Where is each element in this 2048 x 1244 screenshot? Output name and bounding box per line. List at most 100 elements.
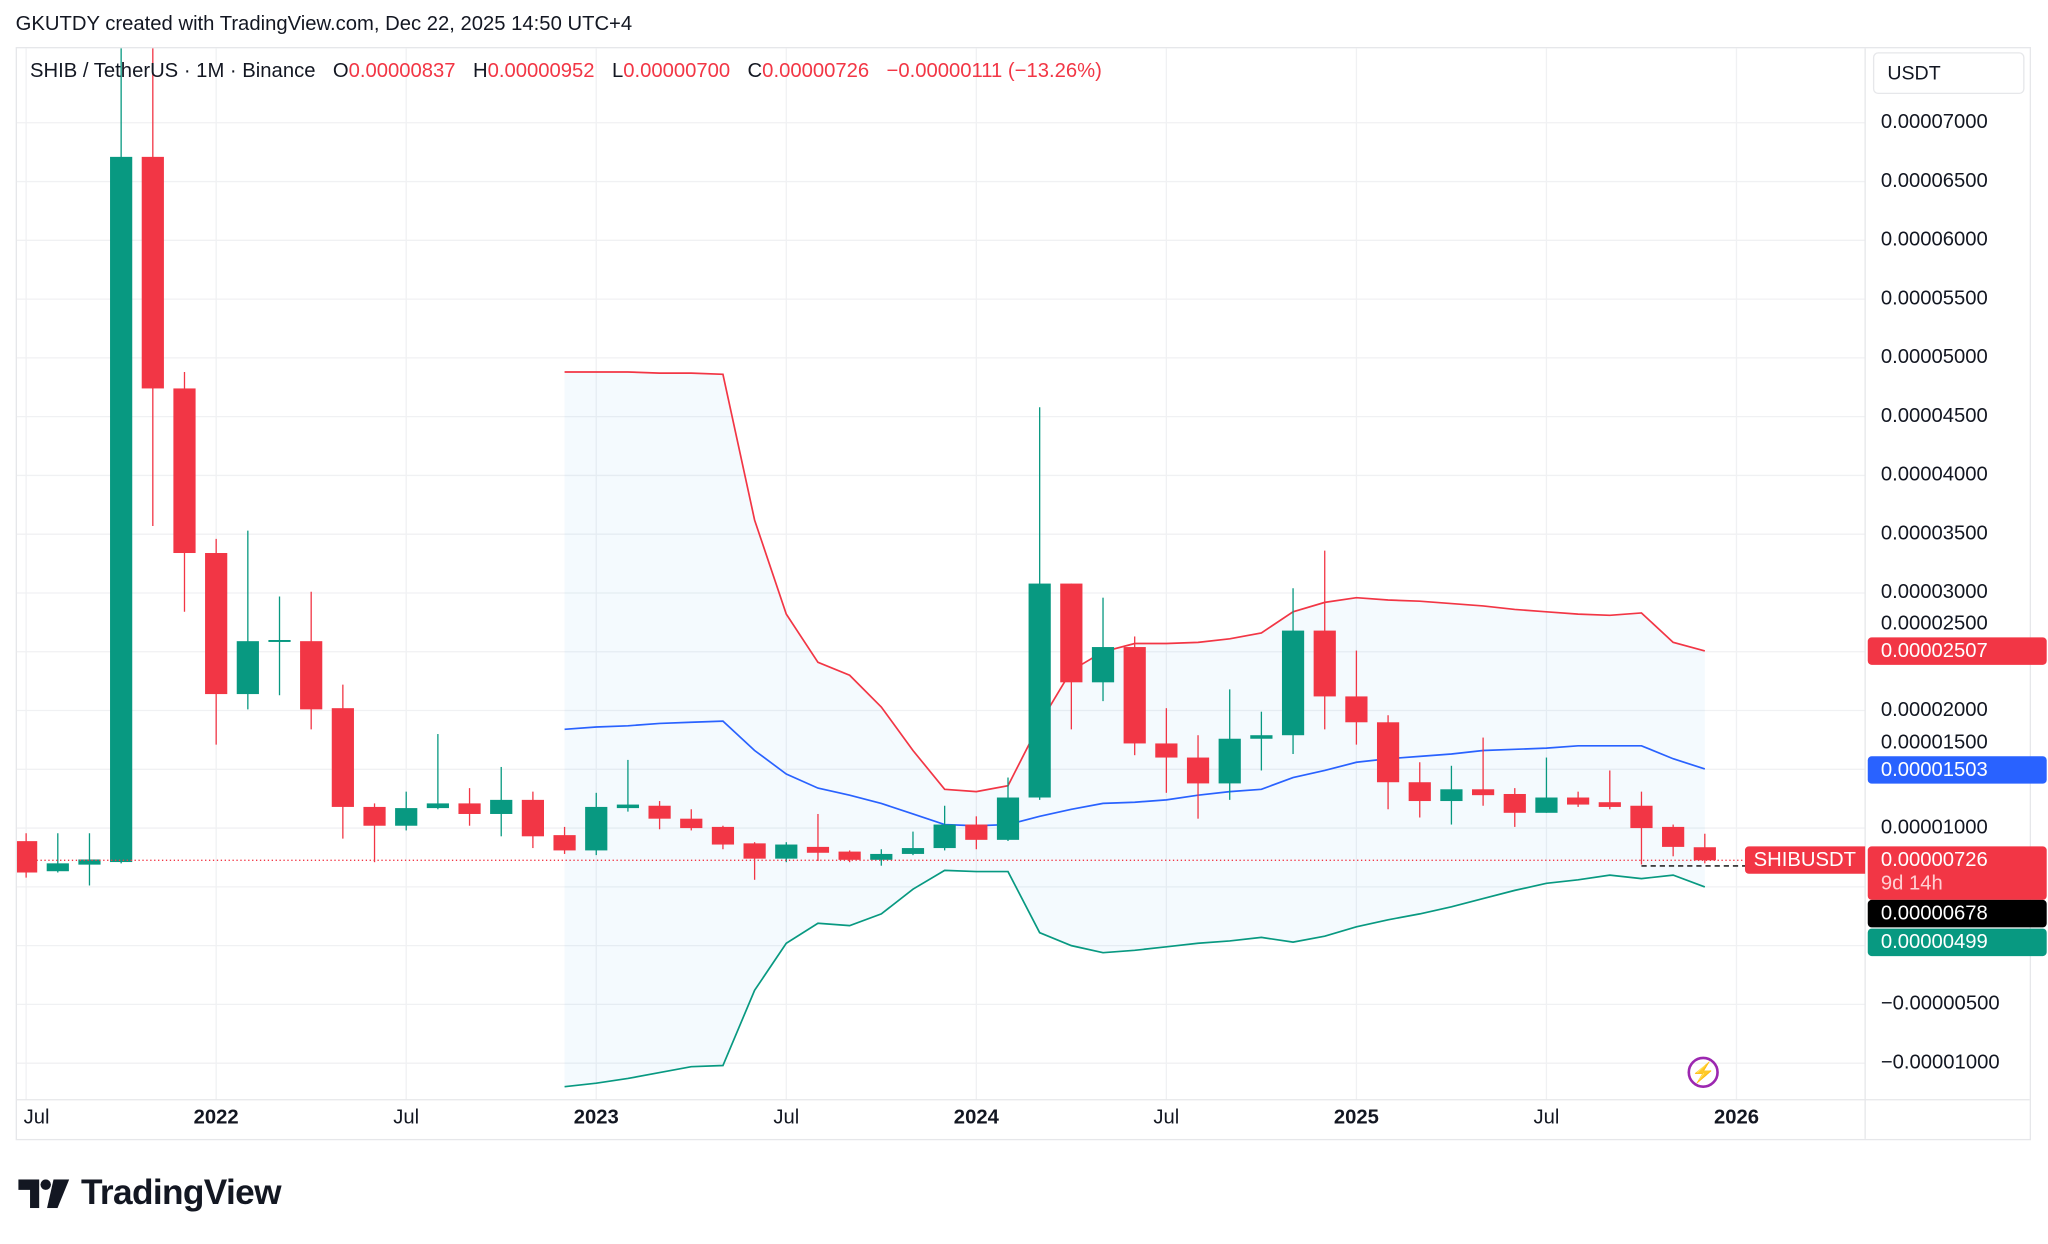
upper-band-label: 0.00002507 <box>1867 637 2047 665</box>
price-tick-label: 0.00004500 <box>1880 404 1988 428</box>
candle-body <box>1662 826 1685 847</box>
candle-body <box>1376 722 1400 783</box>
time-tick-label: 2024 <box>953 1106 999 1129</box>
candle <box>1598 770 1621 810</box>
candle-body <box>616 804 640 809</box>
currency-selector[interactable]: USDT <box>1872 52 2025 95</box>
candle-body <box>775 844 798 859</box>
candle-body <box>1028 583 1051 798</box>
price-tick-label: 0.00006500 <box>1880 169 1988 192</box>
time-tick-label: Jul <box>1153 1106 1180 1129</box>
legend-change: −0.00000111 (−13.26%) <box>886 60 1102 83</box>
candle-body <box>996 797 1020 840</box>
price-tick-label: 0.00003000 <box>1880 581 1988 604</box>
candle-body <box>1630 805 1653 829</box>
candle <box>838 850 861 863</box>
price-tick-label: 0.00002500 <box>1880 612 1988 635</box>
candles <box>16 48 1716 886</box>
candle-body <box>173 388 196 554</box>
legend-open: 0.00000837 <box>348 60 456 83</box>
dashed-level-label: 0.00000678 <box>1867 899 2047 928</box>
candle <box>870 849 893 866</box>
price-tick-label: 0.00001000 <box>1880 816 1988 839</box>
candle-body <box>711 826 735 845</box>
candle <box>806 813 830 861</box>
candle <box>173 371 196 612</box>
candle-body <box>1408 782 1431 802</box>
candle-body <box>490 799 513 814</box>
candle-body <box>458 803 481 814</box>
candle <box>110 48 133 864</box>
candle-body <box>300 641 323 710</box>
candle <box>236 530 259 710</box>
price-tick-label: 0.00007000 <box>1880 111 1988 134</box>
candle-body <box>648 805 671 819</box>
price-tick-label: −0.00000500 <box>1880 992 2000 1015</box>
candle <box>1630 791 1653 865</box>
candle-body <box>901 848 925 854</box>
candle-body <box>1186 757 1210 784</box>
candle <box>268 596 291 696</box>
candle-body <box>1218 738 1241 784</box>
candle-body <box>16 841 38 873</box>
candle-body <box>585 806 608 851</box>
candle-body <box>1091 647 1115 683</box>
time-tick-label: Jul <box>23 1106 50 1129</box>
candle <box>1250 711 1273 771</box>
candle <box>901 831 925 856</box>
legend-low: 0.00000700 <box>623 60 731 83</box>
candle <box>965 816 988 850</box>
legend: SHIB / TetherUS · 1M · Binance O0.000008… <box>30 60 1102 84</box>
price-tick-label: 0.00006000 <box>1880 228 1988 251</box>
candle-body <box>838 851 861 860</box>
candle <box>1313 550 1336 730</box>
time-tick-label: Jul <box>1533 1106 1560 1129</box>
tradingview-logo: TradingView <box>18 1173 282 1213</box>
candle-body <box>1567 797 1590 805</box>
candle <box>680 809 703 831</box>
price-tick-label: 0.00001500 <box>1880 731 1988 754</box>
candle <box>775 842 798 863</box>
candle-body <box>110 156 133 863</box>
time-tick-label: 2025 <box>1333 1106 1379 1129</box>
candle <box>363 803 386 863</box>
candle-body <box>1440 789 1463 802</box>
candle <box>933 805 956 851</box>
price-tick-label: 0.00003500 <box>1880 522 1988 545</box>
candle <box>331 684 354 839</box>
legend-open-label: O <box>332 60 349 83</box>
candle-body <box>268 639 291 642</box>
candle <box>16 833 38 878</box>
candle-body <box>806 846 830 853</box>
candle-body <box>870 853 893 860</box>
time-tick-label: 2022 <box>193 1106 239 1129</box>
candle-body <box>1060 583 1083 683</box>
bar-countdown: 9d 14h <box>1880 872 1943 895</box>
lightning-icon[interactable]: ⚡ <box>1687 1056 1719 1088</box>
candle-body <box>680 818 703 829</box>
candle <box>78 833 101 886</box>
legend-close: 0.00000726 <box>762 60 870 83</box>
legend-close-label: C <box>747 60 763 83</box>
candle-body <box>1503 793 1526 813</box>
price-tick-label: 0.00005000 <box>1880 346 1988 369</box>
basis-line <box>564 720 1706 827</box>
candle <box>1345 650 1368 745</box>
candle <box>1281 588 1305 755</box>
candle <box>1028 407 1051 800</box>
attribution: GKUTDY created with TradingView.com, Dec… <box>15 13 633 36</box>
candle-body <box>1250 735 1273 739</box>
candle <box>395 791 418 831</box>
last-price-value: 0.00000726 <box>1880 848 1988 872</box>
candle-body <box>426 803 449 809</box>
candle <box>1060 583 1083 730</box>
candle <box>141 48 164 526</box>
grid <box>16 48 1866 1100</box>
candle-body <box>1281 630 1305 736</box>
candle <box>1662 824 1685 857</box>
candle <box>1440 765 1463 825</box>
candle-body <box>1693 847 1716 861</box>
candle <box>648 801 671 830</box>
